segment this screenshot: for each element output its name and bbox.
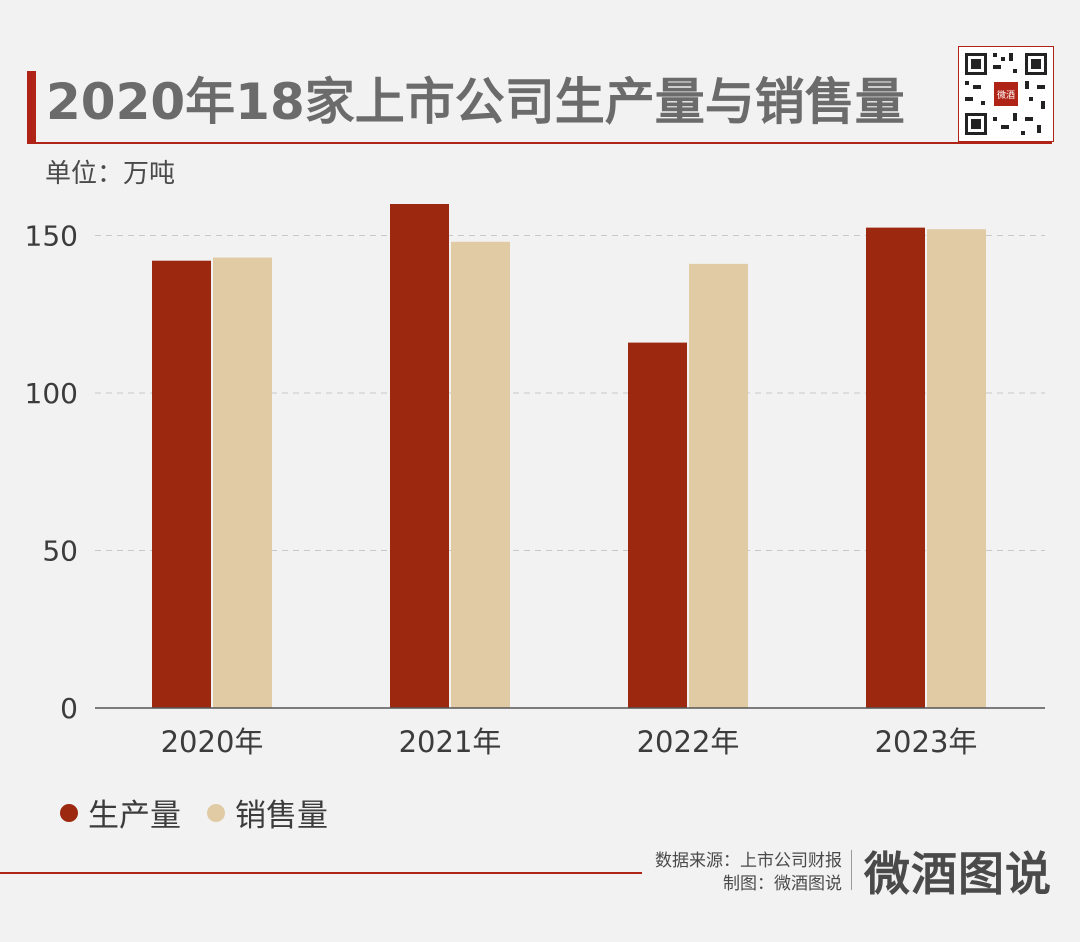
- source-block: 数据来源：上市公司财报 制图：微酒图说: [655, 850, 842, 896]
- legend-swatch-sales: [207, 803, 225, 822]
- legend-item-production: 生产量: [60, 790, 181, 835]
- title-accent-bar: [27, 71, 36, 143]
- unit-label: 单位：万吨: [45, 159, 176, 189]
- y-tick-label: 50: [42, 535, 78, 568]
- legend-label-sales: 销售量: [235, 798, 328, 834]
- legend: 生产量 销售量: [60, 790, 354, 835]
- bar-sales: [451, 241, 510, 709]
- bar-production: [152, 260, 211, 708]
- qr-badge-text: 微酒: [997, 89, 1015, 101]
- bar-production: [390, 204, 449, 708]
- x-tick-label: 2023年: [875, 725, 978, 759]
- x-tick-label: 2021年: [399, 725, 502, 759]
- legend-swatch-production: [60, 803, 78, 822]
- title-underline: [27, 142, 1052, 144]
- footer-divider: [851, 850, 852, 890]
- bar-sales: [927, 229, 986, 708]
- source-label: 数据来源：上市公司财报: [655, 851, 842, 871]
- qr-code: 微酒: [958, 46, 1054, 142]
- x-tick-label: 2022年: [637, 725, 740, 759]
- y-tick-label: 150: [25, 220, 78, 253]
- x-tick-label: 2020年: [161, 725, 264, 759]
- brand-logo: 微酒图说: [864, 847, 1052, 901]
- y-tick-label: 100: [25, 377, 78, 410]
- bar-sales: [213, 257, 272, 708]
- y-tick-label: 0: [60, 692, 78, 725]
- bar-production: [866, 227, 925, 708]
- footer-rule: [0, 872, 642, 874]
- chart-title: 2020年18家上市公司生产量与销售量: [46, 73, 905, 131]
- bar-production: [628, 342, 687, 708]
- bar-sales: [689, 263, 748, 708]
- legend-label-production: 生产量: [88, 798, 181, 834]
- legend-item-sales: 销售量: [207, 790, 328, 835]
- made-by-label: 制图：微酒图说: [723, 874, 842, 894]
